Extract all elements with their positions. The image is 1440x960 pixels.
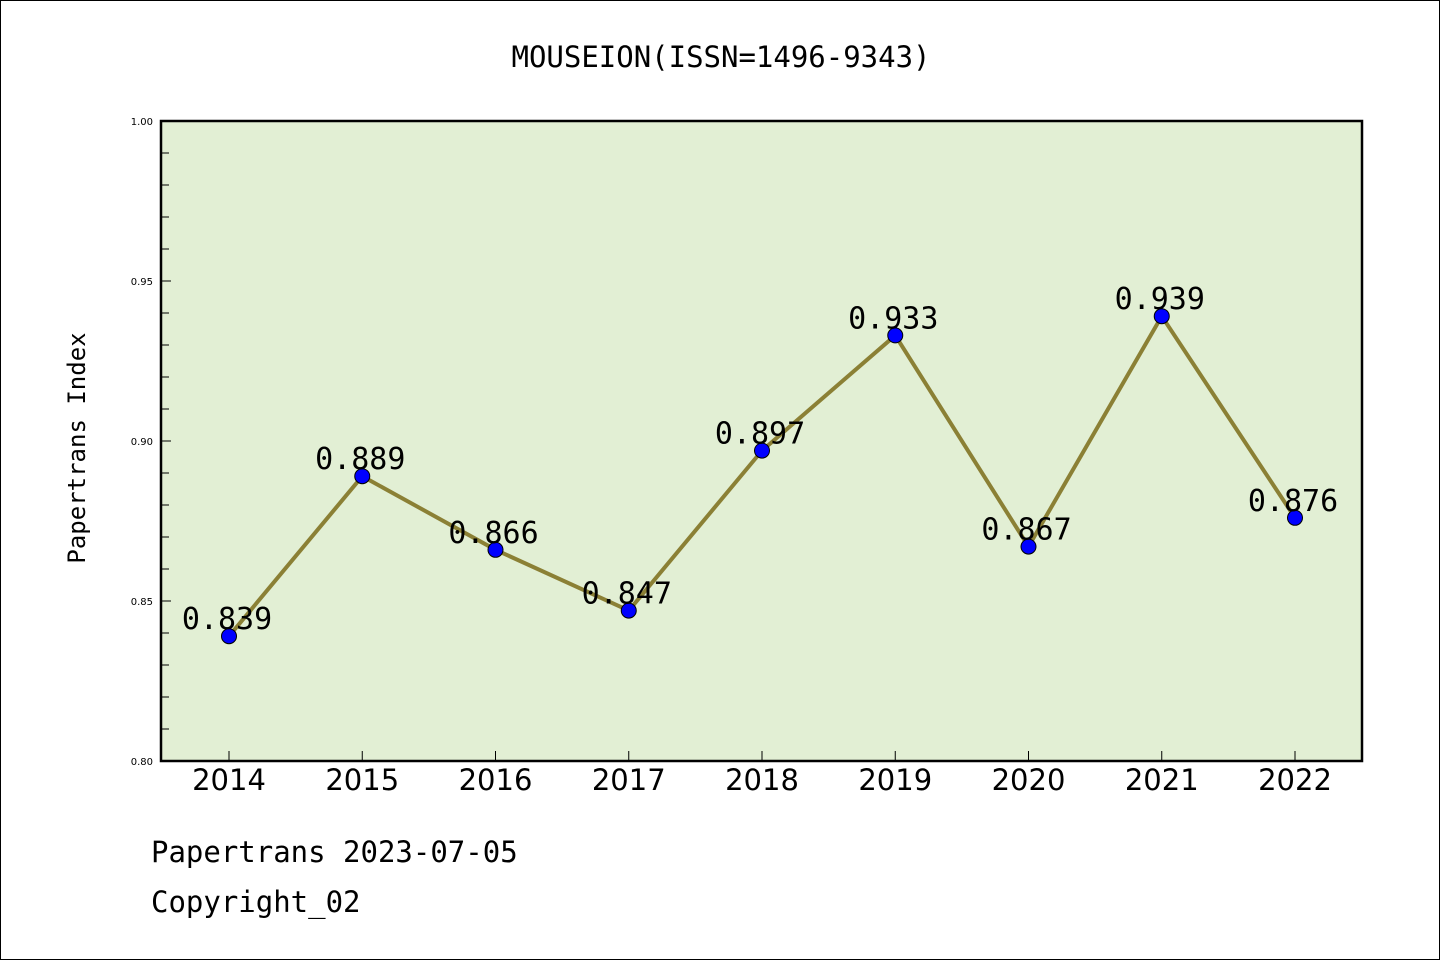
data-value-label: 0.867 bbox=[981, 513, 1071, 548]
data-value-label: 0.939 bbox=[1115, 282, 1205, 317]
footer-copyright-text: Copyright_02 bbox=[151, 885, 361, 919]
y-tick-label: 0.95 bbox=[131, 277, 153, 288]
data-value-label: 0.847 bbox=[582, 577, 672, 612]
y-tick-label: 0.85 bbox=[131, 597, 153, 608]
x-tick-label: 2016 bbox=[459, 763, 533, 797]
data-value-label: 0.866 bbox=[448, 516, 538, 551]
x-tick-label: 2014 bbox=[192, 763, 266, 797]
data-value-label: 0.897 bbox=[715, 417, 805, 452]
y-tick-label: 0.80 bbox=[131, 757, 153, 768]
data-point-marker bbox=[754, 442, 770, 459]
data-point-marker bbox=[1020, 538, 1037, 555]
y-axis-label: Papertrans Index bbox=[63, 332, 91, 563]
x-tick-label: 2022 bbox=[1258, 763, 1332, 797]
data-point-marker bbox=[354, 468, 371, 485]
x-tick-label: 2015 bbox=[325, 763, 399, 797]
data-labels: 0.839 0.889 0.866 0.847 0.897 0.933 0.867 0.939… bbox=[182, 282, 1338, 637]
data-value-label: 0.933 bbox=[848, 301, 938, 336]
x-tick-label: 2020 bbox=[992, 763, 1066, 797]
series-markers bbox=[221, 308, 1303, 645]
data-point-marker bbox=[620, 602, 637, 619]
x-tick-label: 2018 bbox=[725, 763, 799, 797]
data-value-label: 0.876 bbox=[1248, 484, 1338, 519]
y-tick-label: 0.90 bbox=[131, 437, 153, 448]
data-point-marker bbox=[1153, 308, 1170, 325]
data-point-marker bbox=[487, 541, 504, 558]
data-point-marker bbox=[887, 327, 904, 344]
x-tick-label: 2021 bbox=[1125, 763, 1199, 797]
data-point-marker bbox=[1287, 509, 1303, 526]
x-tick-label: 2017 bbox=[592, 763, 666, 797]
x-axis-ticks: 2014 2015 2016 2017 2018 2019 2020 2021 2022 bbox=[192, 751, 1332, 797]
footer-date-text: Papertrans 2023-07-05 bbox=[151, 835, 518, 869]
data-value-label: 0.889 bbox=[315, 442, 405, 477]
plot-area bbox=[161, 121, 1362, 761]
plot-frame bbox=[159, 119, 1364, 763]
x-tick-label: 2019 bbox=[858, 763, 932, 797]
data-value-label: 0.839 bbox=[182, 602, 272, 637]
chart-title: MOUSEION(ISSN=1496-9343) bbox=[511, 40, 930, 74]
y-tick-label: 1.00 bbox=[131, 117, 153, 128]
data-point-marker bbox=[221, 628, 237, 645]
